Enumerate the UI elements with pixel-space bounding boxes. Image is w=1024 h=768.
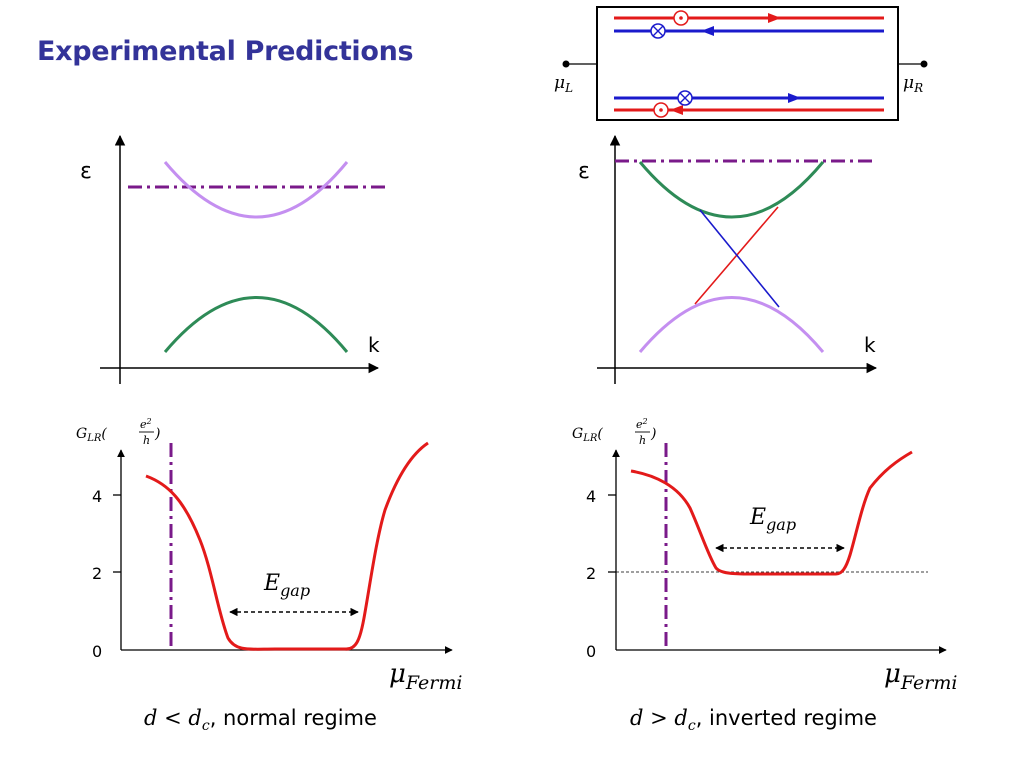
svg-text:): ) [650, 426, 656, 442]
slide-title: Experimental Predictions [37, 36, 414, 67]
tick-label-0: 0 [92, 642, 102, 661]
conductance-curve [630, 450, 913, 576]
caption-normal: d < dc, normal regime [144, 706, 377, 734]
left-terminal-label: μL [554, 73, 573, 95]
tick-label-2: 2 [586, 564, 596, 583]
tick-label-0: 0 [586, 642, 596, 661]
tick-label-2: 2 [92, 564, 102, 583]
left-terminal-dot [562, 60, 570, 68]
y-axis-label: GLR( [76, 426, 107, 444]
gap-label: Egap [263, 571, 310, 600]
lower-band [638, 296, 825, 353]
svg-text:e2: e2 [140, 417, 152, 431]
sample-box [596, 6, 899, 121]
upper-band [638, 161, 825, 219]
conductance-plot-inverted: GLR( e2 h ) 4 2 0 Egap μFermi d > dc, in… [572, 417, 957, 734]
tick-label-4: 4 [586, 487, 596, 506]
right-terminal-dot [920, 60, 928, 68]
x-axis-label: μFermi [389, 659, 462, 694]
energy-axis-label: ε [578, 159, 590, 184]
band-diagram-inverted: ε k [578, 134, 878, 384]
svg-text:h: h [143, 434, 150, 447]
caption-inverted: d > dc, inverted regime [630, 706, 877, 734]
band-diagram-normal: ε k [80, 134, 386, 384]
edge-state-schematic: μL μR [554, 6, 928, 121]
svg-text:): ) [154, 426, 160, 442]
y-axis-label: GLR( [572, 426, 603, 444]
energy-axis-label: ε [80, 159, 92, 184]
right-terminal-label: μR [903, 73, 923, 95]
valence-band [163, 296, 349, 353]
momentum-axis-label: k [864, 333, 876, 357]
momentum-axis-label: k [368, 333, 380, 357]
conductance-curve [145, 441, 429, 651]
gap-label: Egap [749, 505, 796, 534]
conductance-plot-normal: GLR( e2 h ) 4 2 0 Egap μFermi d < dc, no… [76, 417, 462, 734]
x-axis-label: μFermi [884, 659, 957, 694]
blue-edge-state-dispersion [699, 209, 780, 308]
svg-text:h: h [639, 434, 646, 447]
conduction-band [163, 161, 349, 219]
tick-label-4: 4 [92, 487, 102, 506]
svg-text:e2: e2 [636, 417, 648, 431]
